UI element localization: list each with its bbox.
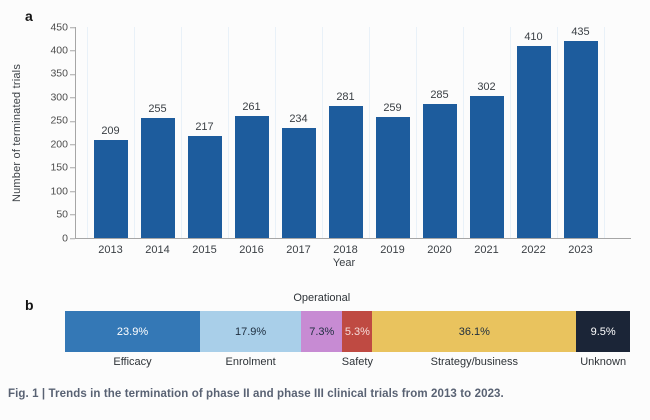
bar-chart-plot-area: 0 50 100 150 200 250 300 350 400 450 209 2013 255 20… (50, 22, 631, 256)
y-tick-label: 300 (32, 92, 75, 103)
bar-value-label: 217 (195, 121, 214, 134)
bar-slot: 261 2016 (228, 27, 275, 256)
bar (563, 41, 598, 238)
bar-slot: 285 2020 (416, 27, 463, 256)
operational-segment-label: Operational (293, 292, 351, 304)
x-tick-label: 2016 (239, 244, 264, 256)
gridline (228, 27, 229, 238)
gridline (604, 27, 605, 238)
bar-value-label: 234 (289, 113, 308, 126)
gridline (275, 27, 276, 238)
bar-slot: 410 2022 (510, 27, 557, 256)
bar-slot: 234 2017 (275, 27, 322, 256)
gridline (557, 27, 558, 238)
bar (187, 136, 222, 238)
y-tick-label: 400 (32, 45, 75, 56)
panel-b-letter: b (25, 297, 34, 313)
bar (422, 104, 457, 238)
bar-slot: 259 2019 (369, 27, 416, 256)
y-tick-label: 150 (32, 162, 75, 173)
segment-category-label: Strategy/business (430, 356, 519, 368)
bar-slot: 302 2021 (463, 27, 510, 256)
bar (234, 115, 269, 238)
x-tick-label: 2017 (286, 244, 311, 256)
y-tick-label: 250 (32, 116, 75, 127)
bar (93, 140, 128, 238)
gridline (181, 27, 182, 238)
gridline (322, 27, 323, 238)
y-tick-label: 200 (32, 139, 75, 150)
x-tick-label: 2020 (427, 244, 452, 256)
y-tick-label: 0 (32, 233, 75, 244)
y-tick-label: 450 (32, 22, 75, 33)
stacked-segment-enrolment: 17.9% (200, 311, 302, 352)
stacked-segment-strategy-business: 36.1% (372, 311, 577, 352)
bar-value-label: 302 (477, 81, 496, 94)
bar (516, 45, 551, 238)
bar (140, 118, 175, 238)
gridline (510, 27, 511, 238)
bars-area: 209 2013 255 2014 217 2015 261 2016 234 2017 281 20… (87, 26, 605, 256)
bar-slot: 217 2015 (181, 27, 228, 256)
stacked-segment-efficacy: 23.9% (65, 311, 201, 352)
x-tick-label: 2023 (568, 244, 593, 256)
x-axis-title: Year (332, 257, 356, 269)
segment-labels-row: Efficacy Enrolment Safety Strategy/business… (65, 357, 630, 371)
segment-category-label: Safety (341, 356, 373, 368)
segment-category-label: Efficacy (113, 356, 152, 368)
y-axis-title: Number of terminated trials (11, 63, 23, 203)
gridline (416, 27, 417, 238)
bar-value-label: 281 (336, 91, 355, 104)
bar-value-label: 259 (383, 101, 402, 114)
bar (328, 106, 363, 238)
x-tick-label: 2015 (192, 244, 217, 256)
x-tick-label: 2019 (380, 244, 405, 256)
operational-label-row: Operational (65, 293, 630, 307)
bar (469, 96, 504, 238)
gridline (463, 27, 464, 238)
figure-caption: Fig. 1 | Trends in the termination of ph… (8, 388, 504, 400)
bar-value-label: 285 (430, 89, 449, 102)
bar-slot: 281 2018 (322, 27, 369, 256)
gridline (369, 27, 370, 238)
segment-category-label: Unknown (580, 356, 627, 368)
segment-category-label: Enrolment (225, 356, 276, 368)
panel-a-letter: a (25, 8, 33, 24)
x-tick-label: 2021 (474, 244, 499, 256)
stacked-segment-unknown: 9.5% (576, 311, 630, 352)
x-tick-label: 2022 (521, 244, 546, 256)
x-tick-label: 2014 (145, 244, 170, 256)
stacked-bar: 23.9% 17.9% 7.3% 5.3% 36.1% 9.5% (65, 311, 630, 352)
bar-value-label: 435 (571, 26, 590, 38)
x-tick-label: 2018 (333, 244, 358, 256)
bar-slot: 435 2023 (557, 26, 604, 256)
gridline (134, 27, 135, 238)
stacked-segment-operational: 7.3% (301, 311, 343, 352)
bar-slot: 255 2014 (134, 27, 181, 256)
bar-slot: 209 2013 (87, 27, 134, 256)
bar-value-label: 255 (148, 103, 167, 116)
stacked-segment-safety: 5.3% (342, 311, 373, 352)
y-tick-label: 350 (32, 69, 75, 80)
y-tick-label: 100 (32, 186, 75, 197)
bar (375, 116, 410, 238)
bar-value-label: 410 (524, 30, 543, 43)
bar-value-label: 261 (242, 100, 261, 113)
gridline (87, 27, 88, 238)
y-tick-label: 50 (32, 209, 75, 220)
bar-value-label: 209 (101, 125, 120, 138)
x-tick-label: 2013 (98, 244, 123, 256)
bar (281, 128, 316, 238)
